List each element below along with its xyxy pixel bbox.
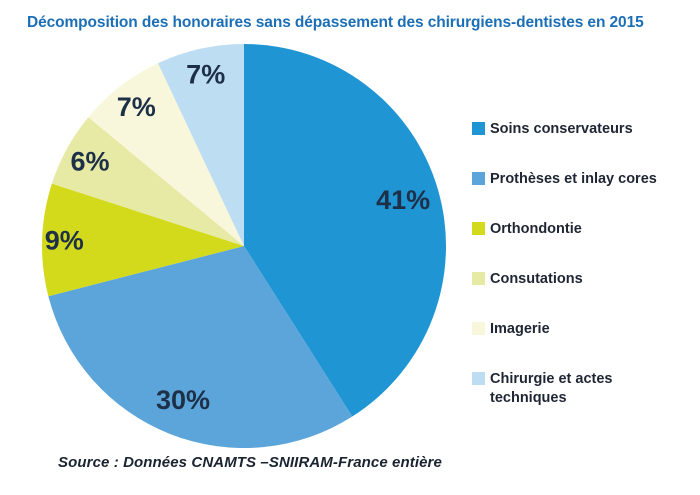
legend-label: Prothèses et inlay cores (490, 171, 657, 187)
pie-slice-5 (157, 44, 244, 246)
legend-item-3: Consutations (472, 270, 583, 289)
legend-label: Imagerie (490, 321, 550, 337)
pie-label-3: 6% (70, 146, 109, 176)
legend-item-1: Prothèses et inlay cores (472, 170, 657, 189)
pie-label-0: 41% (376, 185, 430, 215)
legend-item-2: Orthondontie (472, 220, 582, 239)
legend-swatch-icon (472, 172, 485, 185)
pie-slice-0 (244, 44, 446, 417)
legend-swatch-icon (472, 122, 485, 135)
legend-label: Soins conservateurs (490, 121, 633, 137)
legend-item-5: Chirurgie et actes techniques (472, 370, 613, 408)
legend-item-0: Soins conservateurs (472, 120, 633, 139)
legend-swatch-icon (472, 322, 485, 335)
chart-title: Décomposition des honoraires sans dépass… (27, 14, 644, 31)
pie-label-4: 7% (117, 92, 156, 122)
pie-slice-2 (42, 183, 244, 297)
legend-swatch-icon (472, 222, 485, 235)
pie-slice-3 (51, 117, 244, 247)
pie-slice-1 (48, 246, 353, 448)
legend-label: Consutations (490, 271, 583, 287)
legend-label: Orthondontie (490, 221, 582, 237)
legend-swatch-icon (472, 272, 485, 285)
source-note: Source : Données CNAMTS –SNIIRAM-France … (58, 454, 442, 471)
pie-label-1: 30% (156, 385, 210, 415)
legend: Soins conservateurs Prothèses et inlay co… (472, 120, 687, 490)
legend-item-4: Imagerie (472, 320, 550, 339)
pie-label-5: 7% (186, 60, 225, 90)
legend-swatch-icon (472, 372, 485, 385)
pie-slice-4 (88, 63, 244, 246)
pie-label-2: 9% (45, 225, 84, 255)
legend-label: Chirurgie et actes techniques (490, 371, 613, 406)
